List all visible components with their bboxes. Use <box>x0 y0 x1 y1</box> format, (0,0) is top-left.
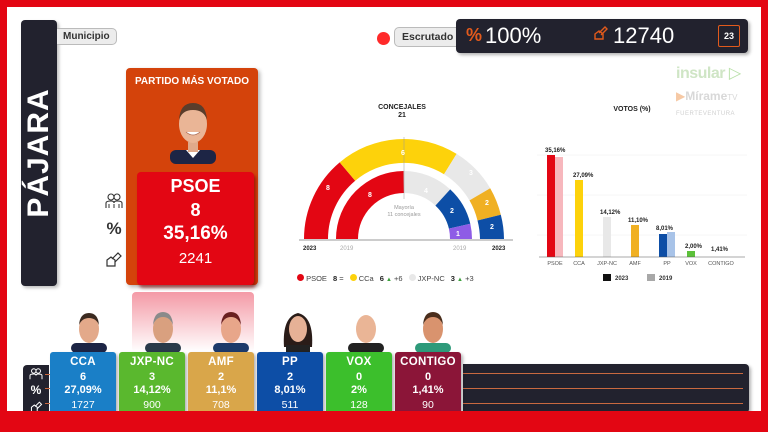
winner-party: PSOE <box>170 176 221 196</box>
party-card-cca[interactable]: CCA 6 27,09% 1727 <box>50 352 116 411</box>
mirame-tv-logo: ▶MírameTV <box>676 89 738 103</box>
municipality-tab: PÁJARA <box>21 20 57 286</box>
concejales-hemicycle-chart: 8 6 3 2 2 8 4 2 1 Mayoría 11 concejales 2023 2… <box>299 137 513 252</box>
svg-text:4: 4 <box>424 188 428 195</box>
winner-result-box: PSOE 8 35,16% 2241 <box>137 172 254 285</box>
party-card-pp[interactable]: PP 2 8,01% 511 <box>257 352 323 411</box>
ballot-icon <box>27 400 45 411</box>
svg-text:CCA: CCA <box>573 261 585 267</box>
svg-text:PSOE: PSOE <box>547 261 563 267</box>
empty-party-track <box>463 364 749 411</box>
svg-text:2023: 2023 <box>615 276 629 282</box>
svg-text:6: 6 <box>401 150 405 157</box>
winner-seats: 8 <box>190 200 201 220</box>
candidate-photo-cca <box>71 313 107 353</box>
winner-title: PARTIDO MÁS VOTADO <box>134 76 250 87</box>
svg-text:2023: 2023 <box>492 246 506 252</box>
winner-percentage: 35,16% <box>163 223 228 244</box>
percent-icon: % <box>106 219 122 238</box>
svg-text:35,16%: 35,16% <box>545 148 566 154</box>
votes-chart-title: VOTOS (%) <box>613 106 651 113</box>
svg-text:2: 2 <box>490 224 494 231</box>
total-seats-badge: 23 <box>718 25 740 47</box>
svg-text:8: 8 <box>368 192 372 199</box>
scrutiny-stats-bar: % 100% 12740 23 <box>456 19 748 53</box>
scrutinized-percentage: 100% <box>485 23 542 48</box>
ballot-icon <box>593 25 609 46</box>
svg-text:JXP-NC: JXP-NC <box>597 261 617 267</box>
svg-text:1: 1 <box>456 231 460 238</box>
svg-text:2,00%: 2,00% <box>685 244 703 250</box>
svg-text:VOX: VOX <box>685 261 697 267</box>
hemicycle-legend: PSOE 8 = CCa 6 ▲ +6 JXP-NC 3 ▲ +3 <box>297 267 515 289</box>
svg-text:1,41%: 1,41% <box>711 247 729 253</box>
svg-text:AMF: AMF <box>629 261 641 267</box>
svg-text:PP: PP <box>663 261 671 267</box>
fuerteventura-logo: FUERTEVENTURA <box>676 111 736 117</box>
seats-icon <box>104 193 124 213</box>
svg-text:11 concejales: 11 concejales <box>387 212 420 218</box>
results-panel: PÁJARA Municipio Escrutado % 100% 12740 … <box>7 7 761 411</box>
svg-text:11,10%: 11,10% <box>628 218 649 224</box>
seats-icon <box>27 368 45 383</box>
svg-text:2019: 2019 <box>659 276 673 282</box>
candidate-photo-contigo <box>415 312 451 353</box>
svg-text:14,12%: 14,12% <box>600 210 621 216</box>
svg-text:8: 8 <box>326 185 330 192</box>
svg-text:2: 2 <box>485 200 489 207</box>
party-card-contigo[interactable]: CONTIGO 0 1,41% 90 <box>395 352 461 411</box>
svg-text:8,01%: 8,01% <box>656 226 674 232</box>
ballot-icon <box>104 250 124 272</box>
svg-text:2019: 2019 <box>453 246 467 252</box>
legend-jxp-nc: JXP-NC <box>408 273 445 283</box>
party-card-jxp-nc[interactable]: JXP-NC 3 14,12% 900 <box>119 352 185 411</box>
svg-text:2019: 2019 <box>340 246 354 252</box>
legend-psoe: PSOE <box>297 273 327 283</box>
votes-bar-chart: 35,16% 27,09% 14,12% 11,10% 8,01% 2,00% … <box>537 148 747 282</box>
total-votes: 12740 <box>613 23 675 48</box>
legend-cca: CCa <box>349 273 374 283</box>
candidate-photo-jxp-nc <box>145 312 181 353</box>
concejales-chart-title: CONCEJALES 21 <box>378 104 426 119</box>
svg-text:CONTIGO: CONTIGO <box>708 261 734 267</box>
percent-icon: % <box>466 25 483 45</box>
svg-text:Mayoría: Mayoría <box>394 205 415 211</box>
candidate-photo-vox <box>348 315 384 353</box>
candidate-photo-amf <box>213 312 249 353</box>
party-card-vox[interactable]: VOX 0 2% 128 <box>326 352 392 411</box>
party-card-amf[interactable]: AMF 2 11,1% 708 <box>188 352 254 411</box>
insular-logo: insular ▷ <box>676 65 741 82</box>
percent-icon: % <box>30 383 42 397</box>
candidate-photo-pp <box>283 313 313 353</box>
svg-text:27,09%: 27,09% <box>573 173 594 179</box>
municipality-name: PÁJARA <box>22 88 55 218</box>
svg-text:2: 2 <box>450 208 454 215</box>
status-indicator-dot <box>377 32 390 45</box>
candidate-photo <box>170 103 216 164</box>
winner-votes: 2241 <box>178 250 213 267</box>
bottom-stats-legend: % <box>23 365 49 411</box>
municipality-selector[interactable]: Municipio <box>57 28 117 45</box>
status-badge: Escrutado <box>394 27 462 47</box>
svg-text:3: 3 <box>469 170 473 177</box>
svg-text:2023: 2023 <box>303 246 317 252</box>
